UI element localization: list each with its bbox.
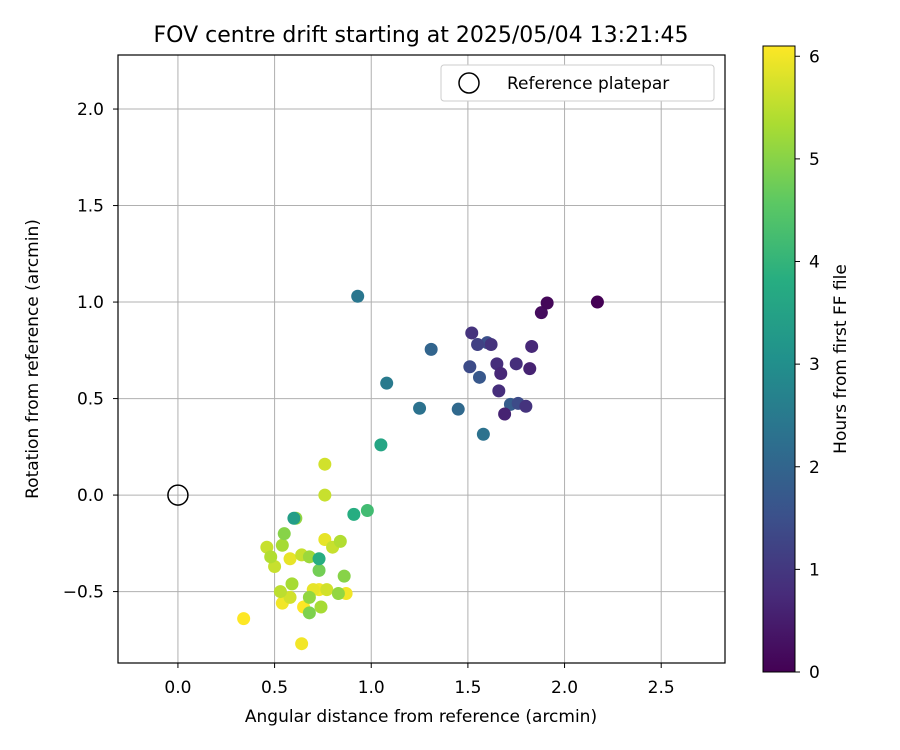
reference-marker	[167, 484, 189, 506]
data-point	[523, 362, 537, 376]
data-point	[302, 590, 316, 604]
data-point	[264, 550, 278, 564]
data-point	[347, 507, 361, 521]
data-point	[237, 612, 251, 626]
data-point	[476, 427, 490, 441]
data-point	[295, 637, 309, 651]
x-tick-label: 1.5	[454, 678, 481, 698]
legend-label: Reference platepar	[507, 74, 669, 94]
y-tick-label: 0.5	[77, 390, 104, 410]
data-point	[424, 342, 438, 356]
colorbar-tick-label: 5	[809, 150, 820, 170]
data-point	[413, 401, 427, 415]
x-axis-ticks: 0.0 0.5 1.0 1.5 2.0 2.5	[164, 663, 675, 698]
data-point	[472, 370, 486, 384]
y-gridlines	[118, 108, 725, 593]
data-point	[337, 569, 351, 583]
data-point	[314, 600, 328, 614]
x-gridlines	[177, 55, 662, 663]
data-point	[302, 550, 316, 564]
data-point	[333, 534, 347, 548]
y-tick-label: 2.0	[77, 100, 104, 120]
data-point	[283, 552, 297, 566]
data-point	[492, 384, 506, 398]
data-point	[534, 306, 548, 320]
y-tick-label: 1.5	[77, 197, 104, 217]
colorbar-tick-label: 4	[809, 253, 820, 273]
data-point	[380, 376, 394, 390]
data-point	[590, 295, 604, 309]
y-axis-ticks: −0.5 0.0 0.5 1.0 1.5 2.0	[63, 100, 118, 603]
x-tick-label: 2.5	[648, 678, 675, 698]
data-point	[312, 563, 326, 577]
legend-marker	[458, 72, 480, 94]
data-point	[471, 338, 485, 352]
legend-box	[440, 64, 715, 102]
data-point	[351, 289, 365, 303]
y-tick-label: 1.0	[77, 293, 104, 313]
data-point	[509, 357, 523, 371]
data-point	[525, 339, 539, 353]
y-tick-label: 0.0	[77, 486, 104, 506]
data-point	[463, 360, 477, 374]
data-point	[275, 538, 289, 552]
data-point	[540, 296, 554, 310]
plot-frame	[117, 54, 726, 664]
colorbar-tick-label: 6	[809, 47, 820, 67]
data-point	[465, 326, 479, 340]
x-tick-label: 2.0	[551, 678, 578, 698]
data-point	[312, 552, 326, 566]
data-point	[320, 583, 334, 597]
data-point	[498, 407, 512, 421]
data-point	[287, 511, 301, 525]
x-tick-label: 0.5	[261, 678, 288, 698]
colorbar-gradient	[762, 45, 796, 673]
colorbar-tick-label: 2	[809, 458, 820, 478]
data-point	[273, 585, 287, 599]
x-axis-label: Angular distance from reference (arcmin)	[245, 707, 597, 727]
data-point	[484, 338, 498, 352]
colorbar-tick-label: 3	[809, 355, 820, 375]
data-points	[237, 289, 604, 651]
data-point	[302, 606, 316, 620]
data-point	[285, 577, 299, 591]
data-point	[318, 457, 332, 471]
colorbar-ticks: 0 1 2 3 4 5 6	[795, 47, 820, 683]
data-point	[519, 399, 533, 413]
colorbar-tick-label: 1	[809, 560, 820, 580]
data-point	[374, 438, 388, 452]
data-point	[494, 366, 508, 380]
data-point	[318, 488, 332, 502]
data-point	[283, 590, 297, 604]
data-point	[331, 587, 345, 601]
y-axis-label: Rotation from reference (arcmin)	[23, 219, 43, 499]
x-tick-label: 1.0	[358, 678, 385, 698]
colorbar-label: Hours from first FF file	[831, 264, 851, 454]
data-point	[360, 504, 374, 518]
legend: Reference platepar	[440, 64, 715, 102]
x-tick-label: 0.0	[164, 678, 191, 698]
colorbar-tick-label: 0	[809, 663, 820, 683]
y-tick-label: −0.5	[63, 583, 104, 603]
colorbar: 0 1 2 3 4 5 6 Hours from first FF file	[762, 45, 851, 683]
data-point	[277, 527, 291, 541]
data-point	[451, 402, 465, 416]
chart-title: FOV centre drift starting at 2025/05/04 …	[154, 23, 689, 48]
